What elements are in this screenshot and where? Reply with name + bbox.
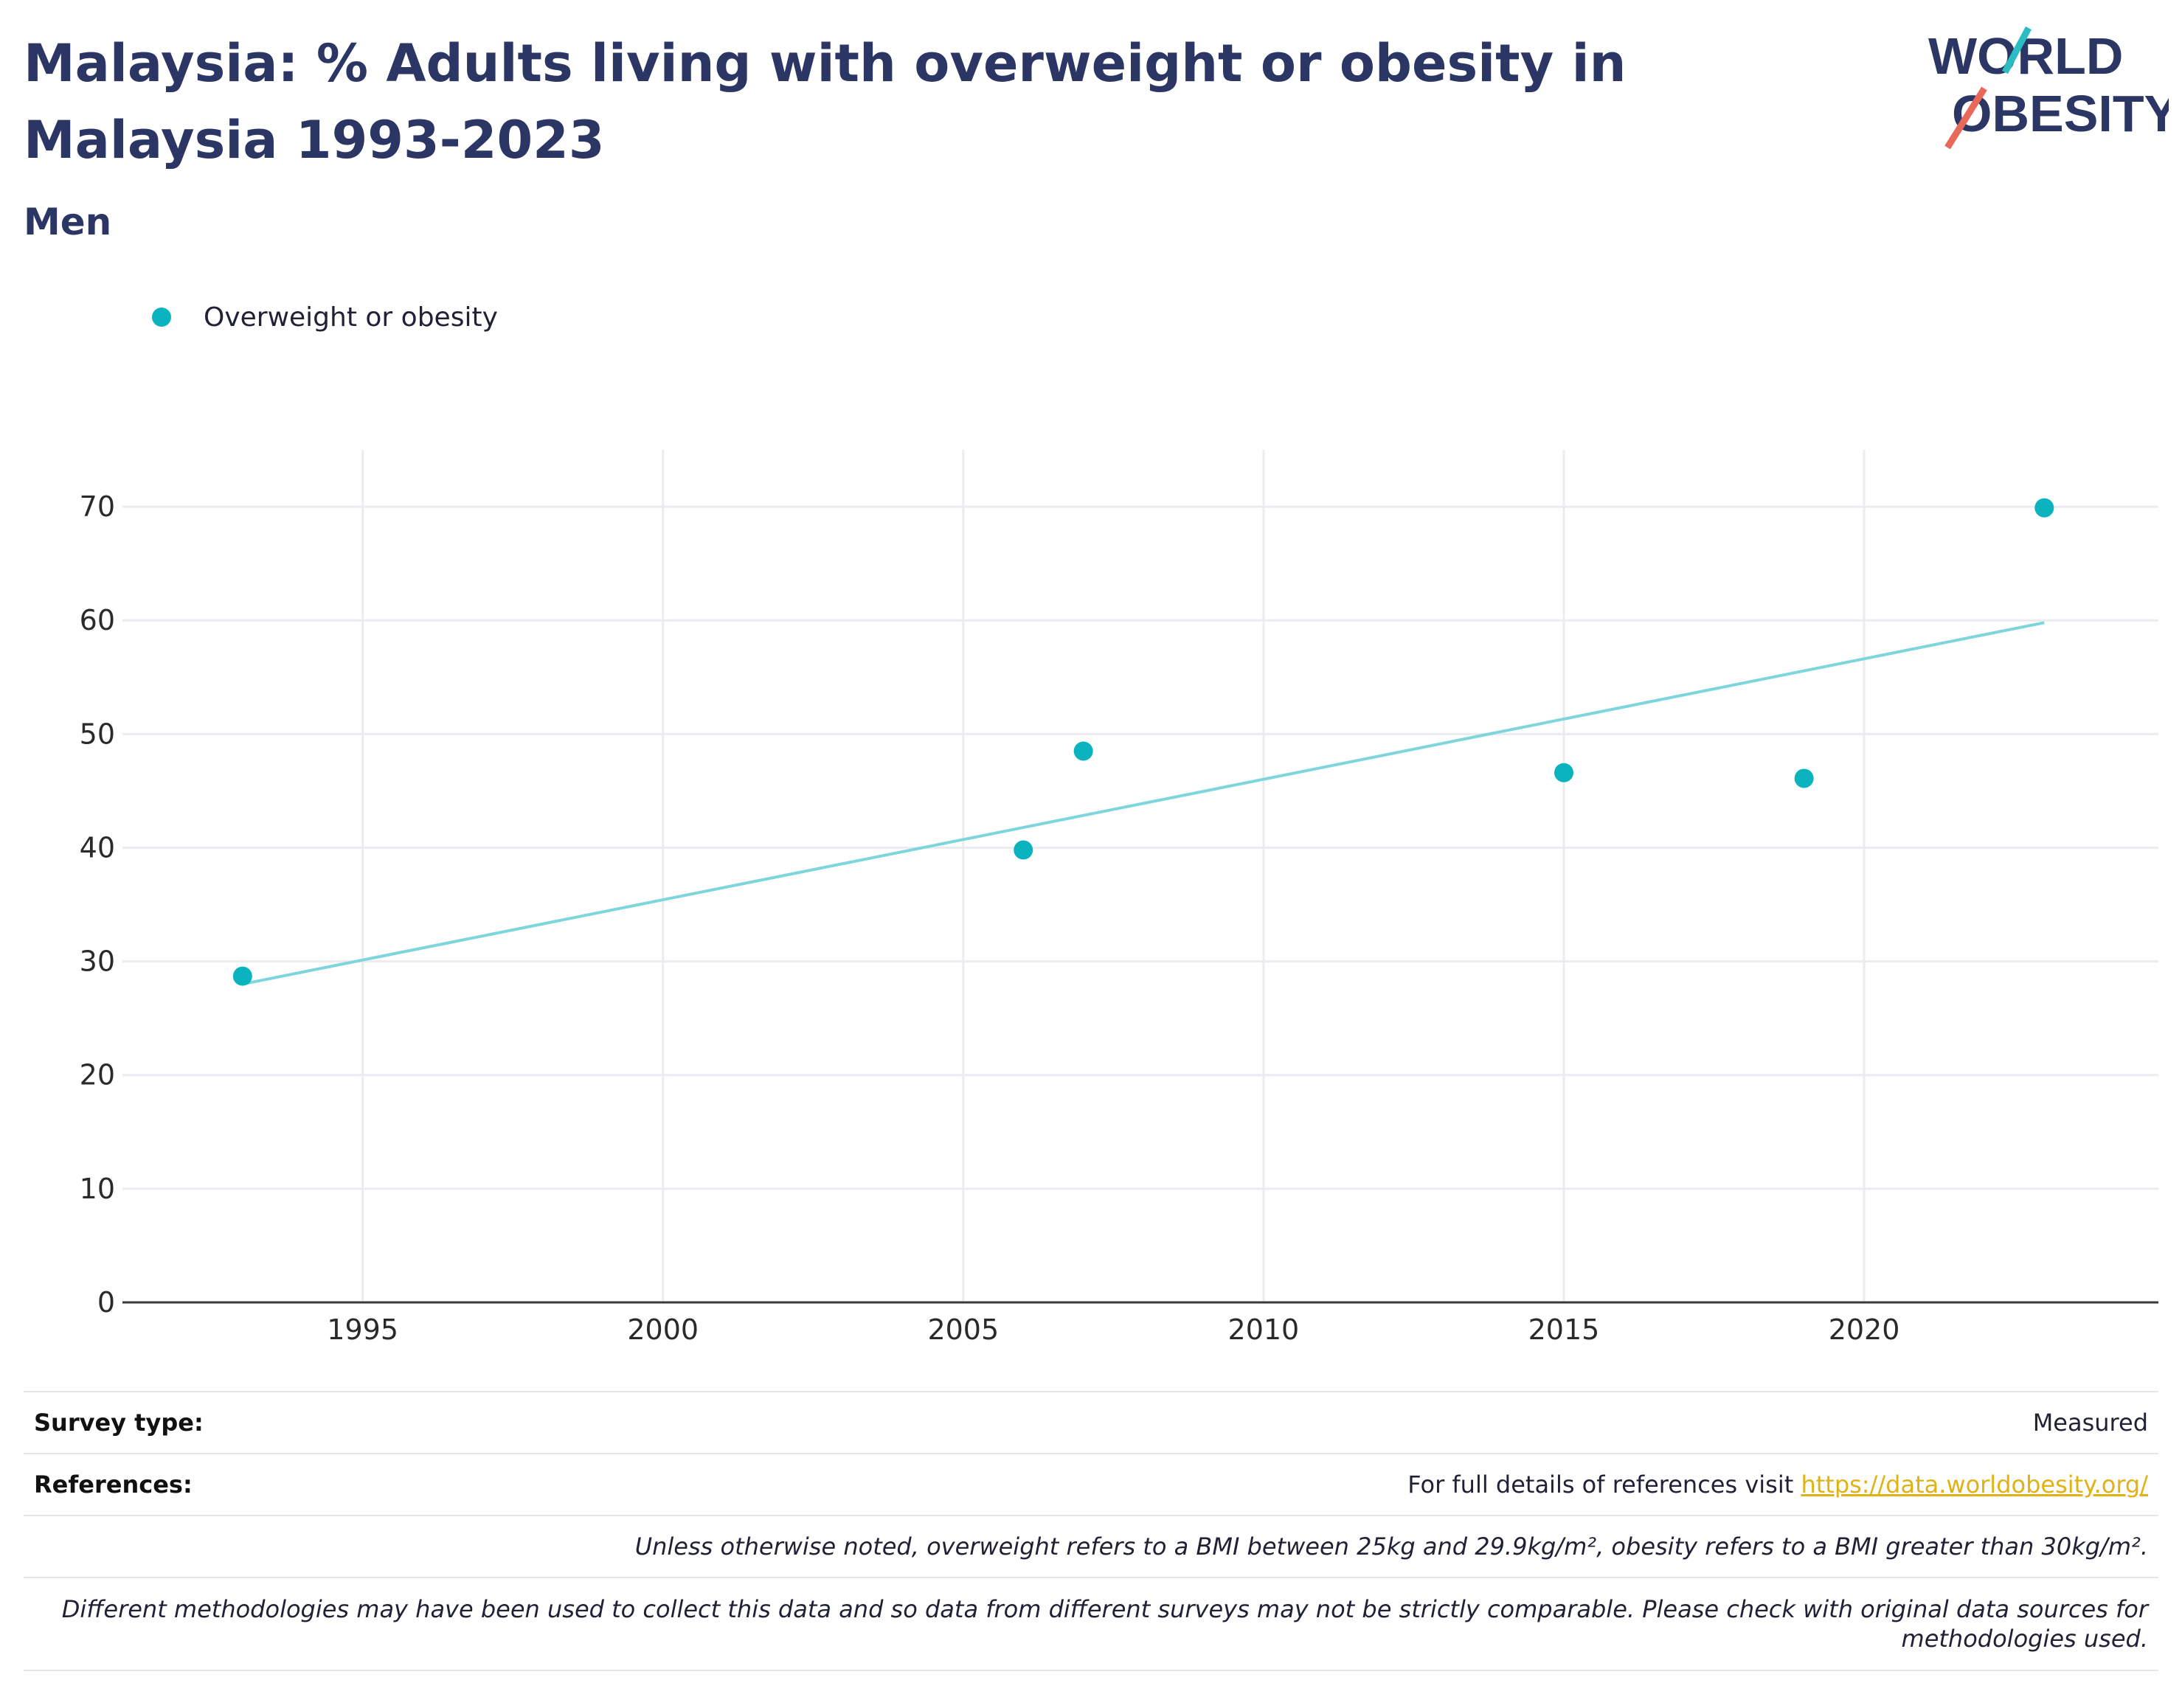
x-tick-label: 1995 <box>327 1313 398 1346</box>
x-tick-label: 2000 <box>627 1313 699 1346</box>
survey-type-row: Survey type: Measured <box>24 1391 2158 1453</box>
references-link[interactable]: https://data.worldobesity.org/ <box>1801 1471 2148 1499</box>
methodology-note: Different methodologies may have been us… <box>24 1577 2158 1671</box>
references-label: References: <box>34 1471 193 1499</box>
legend-marker-icon <box>152 308 171 327</box>
references-row: References: For full details of referenc… <box>24 1453 2158 1515</box>
logo-line2: OBESITY <box>1952 85 2169 142</box>
x-tick-label: 2015 <box>1528 1313 1600 1346</box>
references-value: For full details of references visit htt… <box>1407 1471 2148 1499</box>
logo-coral-slash <box>1944 86 1987 150</box>
survey-type-label: Survey type: <box>34 1409 204 1437</box>
data-point <box>2034 498 2054 518</box>
references-text: For full details of references visit <box>1407 1471 1801 1499</box>
trend-line <box>242 621 2045 986</box>
data-point <box>1794 768 1814 788</box>
y-tick-label: 30 <box>80 945 115 978</box>
page-subtitle: Men <box>24 201 112 243</box>
bmi-note: Unless otherwise noted, overweight refer… <box>24 1515 2158 1577</box>
legend-label: Overweight or obesity <box>204 302 498 333</box>
world-obesity-logo: WORLD OBESITY <box>1928 26 2169 150</box>
y-tick-label: 10 <box>80 1173 115 1205</box>
y-tick-label: 50 <box>80 718 115 750</box>
x-tick-label: 2020 <box>1829 1313 1900 1346</box>
x-tick-label: 2005 <box>927 1313 999 1346</box>
y-tick-label: 70 <box>80 490 115 523</box>
scatter-chart: 1995 2000 2005 2010 2015 2020 0 10 20 30 40 50 60 70 <box>80 450 2158 1346</box>
y-tick-label: 60 <box>80 604 115 636</box>
y-tick-label: 20 <box>80 1059 115 1091</box>
data-point <box>1554 763 1573 782</box>
y-tick-label: 0 <box>97 1286 115 1319</box>
logo-teal-slash <box>2002 26 2032 74</box>
legend[interactable]: Overweight or obesity <box>152 295 498 339</box>
x-tick-label: 2010 <box>1228 1313 1300 1346</box>
data-point <box>1073 741 1093 761</box>
survey-type-value: Measured <box>2032 1409 2148 1437</box>
chart-footer: Survey type: Measured References: For fu… <box>24 1391 2158 1671</box>
y-tick-label: 40 <box>80 831 115 864</box>
data-point <box>232 966 252 986</box>
data-point <box>1014 840 1033 860</box>
page-title: Malaysia: % Adults living with overweigh… <box>24 33 1627 170</box>
